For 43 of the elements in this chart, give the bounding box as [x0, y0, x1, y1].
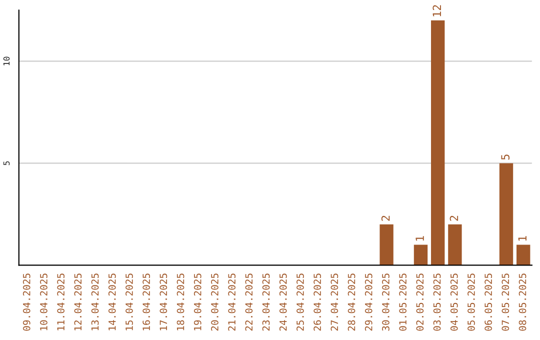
x-tick-label: 27.04.2025 — [330, 274, 338, 331]
x-tick-label: 01.05.2025 — [399, 274, 406, 331]
bar — [499, 163, 514, 266]
x-tick-label: 19.04.2025 — [194, 274, 202, 330]
bar — [414, 244, 428, 266]
x-tick-label: 16.04.2025 — [142, 274, 150, 330]
x-tick-label: 17.04.2025 — [160, 274, 168, 330]
x-tick-label: 14.04.2025 — [108, 274, 116, 330]
x-tick-label: 12.04.2025 — [74, 274, 82, 330]
x-tick-label: 15.04.2025 — [126, 274, 133, 330]
x-tick-label: 21.04.2025 — [228, 274, 236, 331]
data-label: 2 — [450, 216, 458, 221]
x-tick-label: 28.04.2025 — [348, 274, 356, 331]
x-tick-label: 29.04.2025 — [364, 274, 372, 331]
x-tick-label: 30.04.2025 — [382, 274, 390, 331]
x-tick-label: 07.05.2025 — [502, 274, 510, 331]
x-tick-label: 10.04.2025 — [40, 274, 48, 330]
x-tick-label: 13.04.2025 — [91, 274, 99, 330]
x-tick-label: 02.05.2025 — [416, 274, 424, 331]
bar — [431, 20, 445, 266]
x-tick-label: 09.04.2025 — [22, 274, 30, 331]
x-tick-label: 25.04.2025 — [296, 274, 304, 331]
x-tick-label: 06.05.2025 — [484, 274, 492, 331]
x-tick-label: 03.05.2025 — [433, 274, 441, 331]
x-tick-label: 08.05.2025 — [518, 274, 526, 331]
data-label: 5 — [501, 154, 510, 160]
data-label: 1 — [416, 236, 424, 241]
x-tick-label: 20.04.2025 — [211, 274, 218, 331]
x-tick-label: 22.04.2025 — [245, 274, 253, 331]
x-tick-label: 26.04.2025 — [314, 274, 321, 331]
x-tick-label: 11.04.2025 — [57, 274, 64, 330]
x-tick-label: 05.05.2025 — [468, 274, 475, 331]
bar — [380, 224, 394, 266]
data-label: 2 — [381, 216, 390, 221]
bar — [516, 244, 530, 266]
x-tick-label: 23.04.2025 — [262, 274, 270, 331]
data-label: 12 — [432, 5, 441, 16]
x-tick-label: 24.04.2025 — [279, 274, 287, 331]
x-tick-label: 18.04.2025 — [176, 274, 184, 330]
bar — [448, 224, 462, 266]
y-tick-label: 10 — [3, 56, 10, 66]
data-label: 1 — [518, 236, 526, 241]
x-tick-label: 04.05.2025 — [450, 274, 458, 331]
